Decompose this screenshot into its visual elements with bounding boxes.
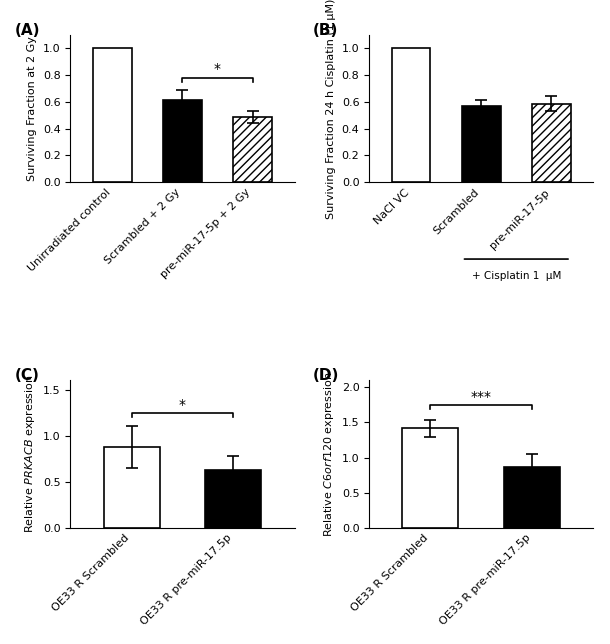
Text: + Cisplatin 1  μM: + Cisplatin 1 μM xyxy=(472,271,561,281)
Bar xyxy=(504,467,560,528)
Bar xyxy=(392,48,431,182)
Text: (A): (A) xyxy=(15,23,40,38)
Bar xyxy=(206,470,262,528)
Y-axis label: Relative $\it{PRKACB}$ expression: Relative $\it{PRKACB}$ expression xyxy=(24,375,37,533)
Text: *: * xyxy=(179,397,186,412)
Y-axis label: Surviving Fraction 24 h Cisplatin (1 μM): Surviving Fraction 24 h Cisplatin (1 μM) xyxy=(326,0,336,219)
Bar xyxy=(233,117,272,182)
Text: (C): (C) xyxy=(15,368,39,383)
Text: (B): (B) xyxy=(313,23,339,38)
Y-axis label: Relative $\it{C6orf120}$ expression: Relative $\it{C6orf120}$ expression xyxy=(322,372,336,536)
Bar xyxy=(532,104,570,182)
Text: ***: *** xyxy=(471,390,492,404)
Y-axis label: Surviving Fraction at 2 Gy: Surviving Fraction at 2 Gy xyxy=(27,36,37,181)
Bar xyxy=(163,100,202,182)
Bar xyxy=(93,48,132,182)
Bar xyxy=(402,428,458,528)
Text: *: * xyxy=(214,62,221,76)
Bar xyxy=(462,106,500,182)
Text: (D): (D) xyxy=(313,368,339,383)
Bar xyxy=(104,447,160,528)
